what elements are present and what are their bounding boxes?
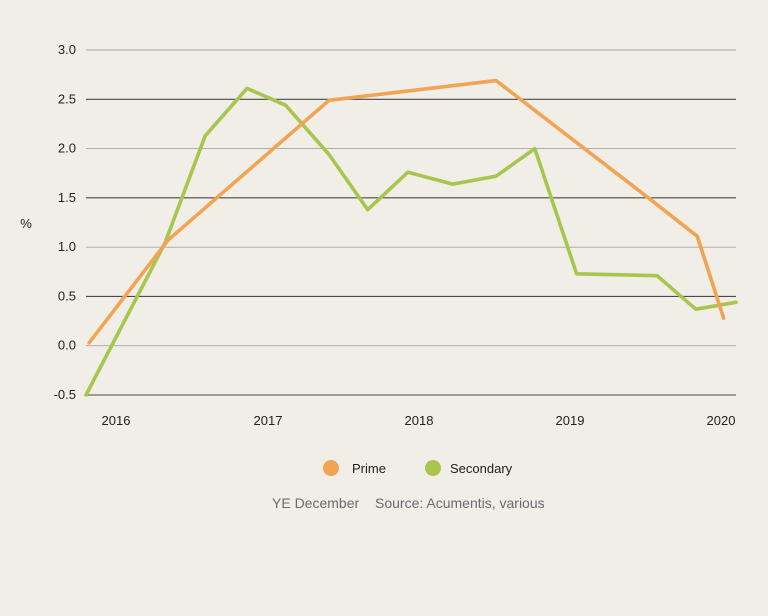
legend-label-secondary: Secondary <box>450 461 513 476</box>
y-tick-label: 1.0 <box>58 239 76 254</box>
y-tick-label: 2.0 <box>58 141 76 156</box>
legend: Prime Secondary <box>323 460 513 476</box>
legend-marker-prime <box>323 460 339 476</box>
x-tick-label: 2020 <box>707 413 736 428</box>
y-tick-label: 0.5 <box>58 288 76 303</box>
footnote-source: Source: Acumentis, various <box>375 495 545 511</box>
y-tick-label: 0.0 <box>58 338 76 353</box>
y-tick-label: -0.5 <box>54 387 76 402</box>
y-tick-label: 2.5 <box>58 91 76 106</box>
grid-lines <box>86 49 736 396</box>
footnote-period: YE December <box>272 495 359 511</box>
x-tick-label: 2019 <box>556 413 585 428</box>
series-line-prime <box>87 78 726 345</box>
legend-label-prime: Prime <box>352 461 386 476</box>
y-tick-label: 1.5 <box>58 190 76 205</box>
y-axis-label: % <box>20 216 32 231</box>
x-tick-label: 2016 <box>102 413 131 428</box>
x-tick-label: 2017 <box>254 413 283 428</box>
x-tick-label: 2018 <box>405 413 434 428</box>
y-tick-label: 3.0 <box>58 42 76 57</box>
series-lines <box>84 78 738 397</box>
legend-marker-secondary <box>425 460 441 476</box>
y-axis-ticks: -0.5 0.0 0.5 1.0 1.5 2.0 2.5 3.0 <box>54 42 76 402</box>
x-axis-ticks: 2016 2017 2018 2019 2020 <box>102 413 736 428</box>
series-line-secondary <box>84 86 738 397</box>
